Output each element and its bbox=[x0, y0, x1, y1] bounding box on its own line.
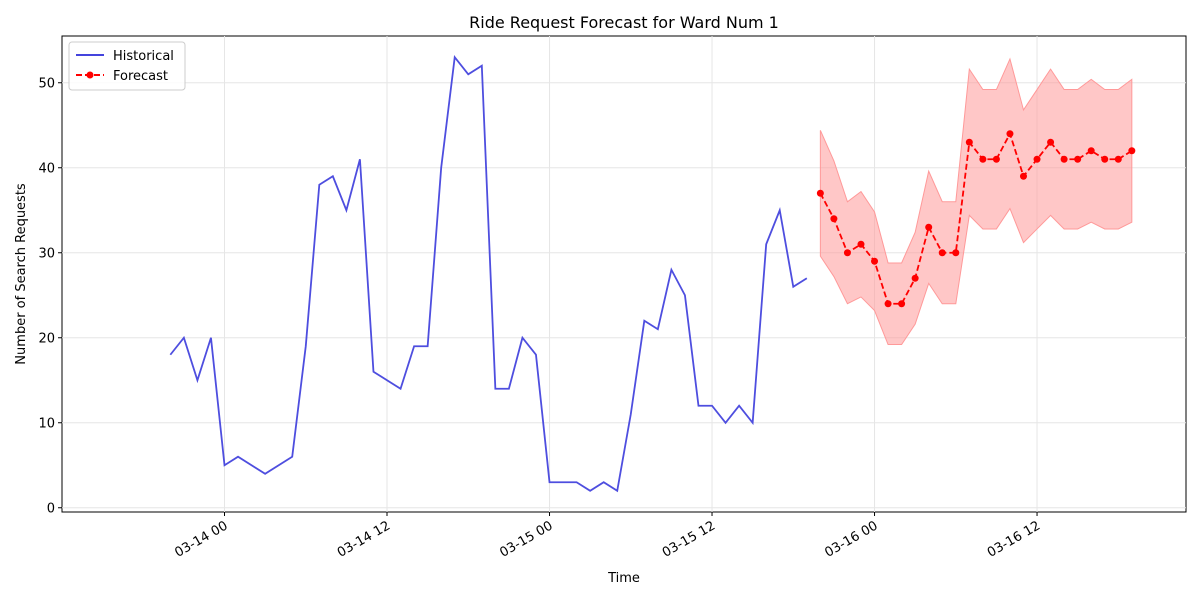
forecast-point bbox=[1033, 155, 1041, 163]
forecast-point bbox=[1019, 172, 1027, 180]
y-tick-label: 50 bbox=[38, 76, 55, 91]
forecast-point bbox=[871, 257, 879, 265]
x-tick-label: 03-14 12 bbox=[335, 518, 393, 560]
forecast-point bbox=[830, 215, 838, 223]
forecast-point bbox=[843, 249, 851, 257]
forecast-point bbox=[1101, 155, 1109, 163]
forecast-point bbox=[1114, 155, 1122, 163]
historical-line bbox=[169, 55, 808, 493]
forecast-point bbox=[857, 240, 865, 248]
x-tick-label: 03-14 00 bbox=[172, 518, 230, 560]
forecast-point bbox=[979, 155, 987, 163]
chart-title: Ride Request Forecast for Ward Num 1 bbox=[469, 13, 779, 32]
forecast-band-area bbox=[819, 57, 1133, 346]
forecast-point bbox=[816, 189, 824, 197]
x-axis-ticks: 03-14 00 03-14 12 03-15 00 03-15 12 03-16 00… bbox=[172, 512, 1043, 561]
legend-forecast-marker bbox=[86, 71, 94, 79]
legend-forecast-label: Forecast bbox=[113, 69, 168, 84]
forecast-markers bbox=[816, 130, 1136, 308]
legend: Historical Forecast bbox=[68, 41, 186, 91]
forecast-point bbox=[1087, 147, 1095, 155]
y-tick-label: 40 bbox=[38, 161, 55, 176]
forecast-point bbox=[1128, 147, 1136, 155]
forecast-point bbox=[1060, 155, 1068, 163]
forecast-point bbox=[992, 155, 1000, 163]
forecast-point bbox=[925, 223, 933, 231]
y-tick-label: 30 bbox=[38, 246, 55, 261]
forecast-point bbox=[952, 249, 960, 257]
forecast-point bbox=[965, 138, 973, 146]
y-tick-label: 0 bbox=[47, 501, 55, 516]
x-tick-label: 03-16 00 bbox=[822, 518, 880, 560]
x-tick-label: 03-16 12 bbox=[985, 518, 1043, 560]
y-axis-title: Number of Search Requests bbox=[14, 183, 29, 365]
forecast-point bbox=[1074, 155, 1082, 163]
x-tick-label: 03-15 12 bbox=[660, 518, 718, 560]
forecast-point bbox=[1006, 130, 1014, 138]
y-tick-label: 10 bbox=[38, 416, 55, 431]
forecast-point bbox=[884, 300, 892, 308]
y-axis-ticks: 0 10 20 30 40 50 bbox=[38, 76, 62, 516]
legend-historical-label: Historical bbox=[113, 49, 174, 64]
x-axis-title: Time bbox=[607, 571, 640, 586]
forecast-point bbox=[1047, 138, 1055, 146]
grid-lines bbox=[62, 36, 1186, 512]
forecast-confidence-band bbox=[819, 57, 1133, 346]
x-tick-label: 03-15 00 bbox=[497, 518, 555, 560]
forecast-point bbox=[898, 300, 906, 308]
forecast-point bbox=[938, 249, 946, 257]
y-tick-label: 20 bbox=[38, 331, 55, 346]
forecast-point bbox=[911, 274, 919, 282]
